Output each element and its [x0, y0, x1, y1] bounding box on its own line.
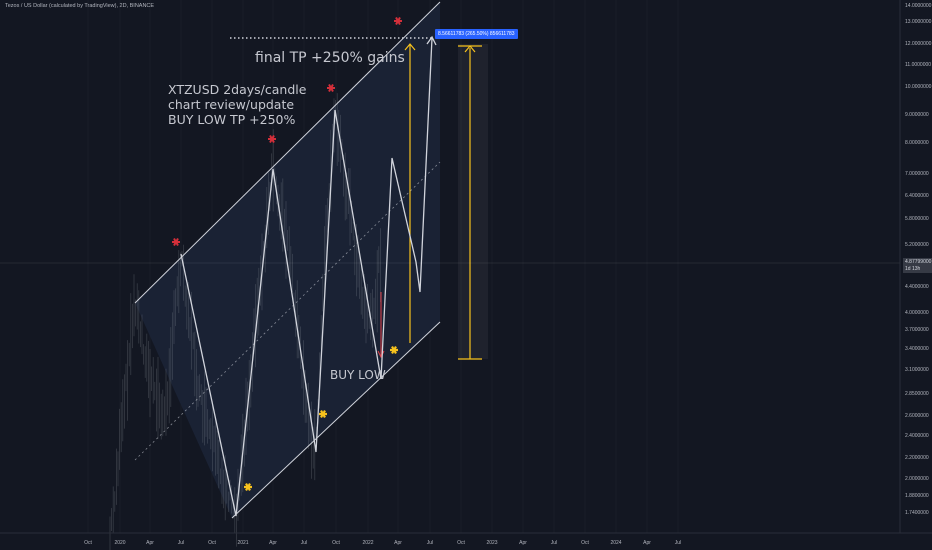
yellow-star-markers [244, 345, 398, 492]
red-star-marker [268, 135, 276, 143]
price-tick-label: 2.6000000 [905, 413, 929, 419]
price-tick-label: 3.4000000 [905, 346, 929, 352]
price-tick-label: 2.8500000 [905, 391, 929, 397]
price-tick-label: 1.7400000 [905, 510, 929, 516]
bar-countdown: 1d 13h [905, 265, 921, 272]
time-tick-label: Apr [643, 540, 651, 546]
time-tick-label: Oct [332, 540, 340, 546]
price-tick-label: 2.4000000 [905, 433, 929, 439]
time-axis[interactable]: Oct 2020 Apr Jul Oct 2021 Apr Jul Oct 2022 Apr Jul O… [0, 532, 932, 546]
price-tick-label: 9.0000000 [905, 112, 929, 118]
time-tick-label: Apr [269, 540, 277, 546]
channel-lower-line [231, 321, 441, 519]
red-star-marker [394, 17, 402, 25]
red-down-arrow-head [377, 350, 385, 359]
final-tp-note: final TP +250% gains [255, 50, 405, 66]
red-star-marker [327, 84, 335, 92]
current-price-badge: 4.87799000 1d 13h [903, 258, 932, 273]
time-tick-label: Jul [178, 540, 184, 546]
channel-upper-line [134, 1, 441, 304]
projection-arrow-head [426, 35, 437, 46]
price-tick-label: 7.0000000 [905, 171, 929, 177]
price-tick-label: 4.4000000 [905, 284, 929, 290]
time-tick-label: Apr [519, 540, 527, 546]
price-tick-label: 14.0000000 [905, 3, 932, 9]
price-tick-label: 2.0000000 [905, 476, 929, 482]
price-tick-label: 5.8000000 [905, 216, 929, 222]
red-star-marker [172, 238, 180, 246]
price-tick-label: 11.0000000 [905, 62, 931, 68]
buy-low-note: BUY LOW [330, 368, 386, 382]
yellow-star-marker [244, 482, 252, 492]
price-tick-label: 10.0000000 [905, 84, 932, 90]
yellow-star-marker [319, 409, 327, 419]
note-line-3: BUY LOW TP +250% [168, 112, 296, 127]
time-tick-label: Jul [301, 540, 307, 546]
price-tick-label: 3.1000000 [905, 367, 929, 373]
time-tick-label: Oct [457, 540, 465, 546]
time-tick-label: 2024 [610, 540, 621, 546]
yellow-star-marker [390, 345, 398, 355]
time-tick-label: Apr [394, 540, 402, 546]
time-tick-label: 2021 [237, 540, 248, 546]
time-tick-label: 2022 [362, 540, 373, 546]
price-tick-label: 6.4000000 [905, 193, 929, 199]
price-tick-label: 1.8800000 [905, 493, 929, 499]
symbol-header[interactable]: Tezos / US Dollar (calculated by Trading… [5, 3, 155, 9]
measure-range-box [458, 44, 488, 359]
current-price-value: 4.87799000 [905, 259, 932, 265]
price-tick-label: 3.7000000 [905, 327, 929, 333]
target-price-badge: 8.56611783 (265.50%) 856611783 [435, 29, 518, 39]
price-tick-label: 2.2000000 [905, 455, 929, 461]
time-tick-label: 2023 [486, 540, 497, 546]
price-axis[interactable]: 14.0000000 13.0000000 12.0000000 11.0000000… [899, 0, 932, 533]
time-tick-label: 2020 [114, 540, 125, 546]
time-tick-label: Apr [146, 540, 154, 546]
price-tick-label: 4.0000000 [905, 310, 929, 316]
red-star-markers [172, 17, 402, 246]
chart-review-note: XTZUSD 2days/candle chart review/update … [168, 82, 306, 127]
target-arrow-head [404, 43, 416, 51]
note-line-2: chart review/update [168, 97, 295, 112]
measure-arrow-head [464, 45, 476, 53]
time-tick-label: Oct [84, 540, 92, 546]
time-tick-label: Oct [581, 540, 589, 546]
price-tick-label: 5.2000000 [905, 242, 929, 248]
channel-fill [135, 2, 440, 518]
price-tick-label: 12.0000000 [905, 41, 932, 47]
time-tick-label: Jul [551, 540, 557, 546]
projection-zigzag [180, 37, 433, 517]
note-line-1: XTZUSD 2days/candle [168, 82, 307, 97]
price-tick-label: 8.0000000 [905, 140, 929, 146]
time-tick-label: Oct [208, 540, 216, 546]
price-tick-label: 13.0000000 [905, 19, 932, 25]
time-tick-label: Jul [675, 540, 681, 546]
time-tick-label: Jul [427, 540, 433, 546]
